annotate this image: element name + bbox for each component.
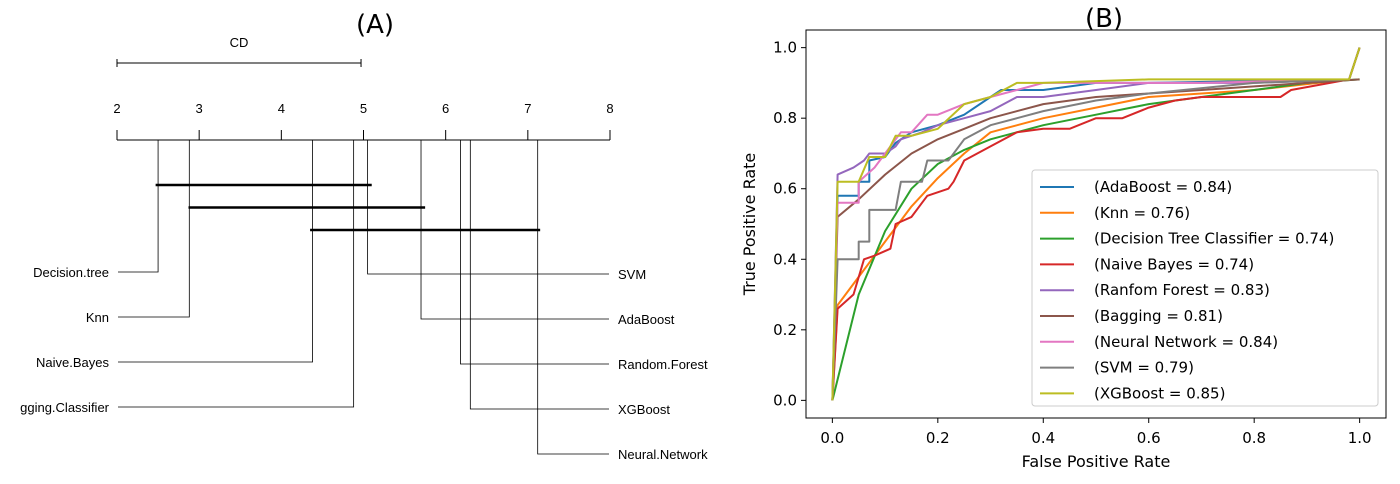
legend-entry-label: (Naive Bayes = 0.74) — [1094, 255, 1254, 273]
plot-frame — [805, 29, 1387, 419]
rank-axis-tick-label: 3 — [196, 101, 203, 116]
roc-curve-svg: (B) 0.0 0.0 0.2 0.2 0.4 0.4 0.6 0.6 0.8 0.8 1.0 1.0 F… — [740, 4, 1387, 471]
method-label-right: SVM — [618, 267, 646, 282]
method-label-left: Knn — [86, 310, 109, 325]
x-axis-tick-label: 1.0 — [1348, 429, 1372, 447]
x-axis-tick-label: 0.8 — [1242, 429, 1266, 447]
x-axis-tick-label: 0.6 — [1137, 429, 1161, 447]
y-axis-tick-label: 0.8 — [773, 109, 797, 127]
method-label-left: gging.Classifier — [20, 400, 110, 415]
roc-series-line — [831, 47, 1361, 401]
rank-axis-tick-label: 6 — [442, 101, 449, 116]
rank-axis-tick-label: 7 — [524, 101, 531, 116]
legend-entry-label: (AdaBoost = 0.84) — [1094, 178, 1232, 196]
panel-a-title: (A) — [356, 10, 394, 40]
method-connector-left — [118, 140, 159, 273]
legend-entry-label: (Neural Network = 0.84) — [1094, 333, 1278, 351]
y-axis-tick-label: 0.6 — [773, 180, 797, 198]
method-connector-left — [118, 140, 190, 318]
legend-entry-label: (SVM = 0.79) — [1094, 359, 1194, 377]
method-connector-right — [537, 140, 609, 455]
y-axis-tick-label: 1.0 — [773, 39, 797, 57]
method-connector-right — [469, 140, 609, 410]
rank-axis-tick-label: 8 — [606, 101, 613, 116]
method-label-right: Random.Forest — [618, 357, 708, 372]
roc-curve-panel: (B) 0.0 0.0 0.2 0.2 0.4 0.4 0.6 0.6 0.8 0.8 1.0 1.0 F… — [740, 0, 1400, 480]
rank-axis-tick-label: 2 — [113, 101, 120, 116]
y-axis-tick-label: 0.4 — [773, 250, 797, 268]
y-axis-label: True Positive Rate — [740, 153, 759, 297]
roc-series-line — [831, 47, 1361, 401]
method-connector-right — [420, 140, 609, 320]
x-axis-tick-label: 0.4 — [1031, 429, 1055, 447]
panel-b-title: (B) — [1085, 4, 1123, 34]
legend-box — [1031, 169, 1379, 407]
method-connector-right — [460, 140, 609, 365]
roc-series-line — [831, 78, 1360, 401]
roc-series-line — [831, 47, 1361, 401]
legend-entry-label: (Knn = 0.76) — [1094, 204, 1190, 222]
cd-label: CD — [230, 35, 249, 50]
method-label-left: Decision.tree — [33, 265, 109, 280]
roc-series-line — [831, 47, 1361, 401]
cd-diagram-svg: (A) CD 2 3 4 5 6 7 8 Decision.tree Knn Naive.Bayes g… — [20, 10, 708, 462]
method-label-left: Naive.Bayes — [36, 355, 109, 370]
y-axis-tick-label: 0.0 — [773, 391, 797, 409]
rank-axis-tick-label: 5 — [360, 101, 367, 116]
method-label-right: AdaBoost — [618, 312, 675, 327]
rank-axis-tick-label: 4 — [278, 101, 285, 116]
method-connector-left — [118, 140, 313, 363]
y-axis-tick-label: 0.2 — [773, 321, 797, 339]
cd-diagram-panel: (A) CD 2 3 4 5 6 7 8 Decision.tree Knn Naive.Bayes g… — [20, 10, 708, 462]
legend-entry-label: (XGBoost = 0.85) — [1094, 384, 1225, 402]
method-connector-left — [118, 140, 355, 408]
method-label-right: XGBoost — [618, 402, 670, 417]
x-axis-tick-label: 0.0 — [820, 429, 844, 447]
method-label-right: Neural.Network — [618, 447, 708, 462]
legend-entry-label: (Decision Tree Classifier = 0.74) — [1094, 230, 1334, 248]
roc-series-line — [831, 47, 1361, 401]
x-axis-label: False Positive Rate — [1022, 452, 1171, 471]
x-axis-tick-label: 0.2 — [926, 429, 950, 447]
legend-entry-label: (Bagging = 0.81) — [1094, 307, 1223, 325]
legend-entry-label: (Ranfom Forest = 0.83) — [1094, 281, 1270, 299]
